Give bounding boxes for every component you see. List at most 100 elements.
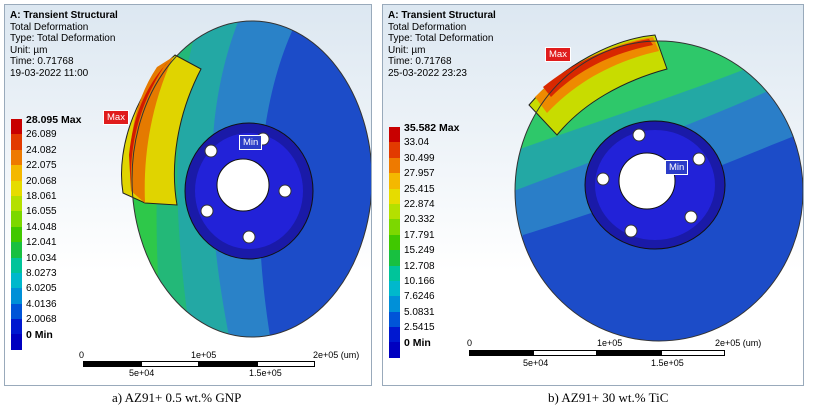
info-line: Type: Total Deformation <box>10 33 116 44</box>
contour-band <box>129 57 173 203</box>
legend-swatch <box>389 142 400 158</box>
scale-bar: 0 1e+05 2e+05 (um) 5e+04 1.5e+05 <box>467 338 767 370</box>
scale-label: 1e+05 <box>191 350 217 360</box>
bolt-hole <box>692 152 706 166</box>
legend-swatch <box>11 211 22 227</box>
legend-label: 20.068 <box>26 175 57 187</box>
legend-label: 15.249 <box>404 245 435 257</box>
legend-swatch <box>11 165 22 181</box>
legend-swatch <box>389 157 400 174</box>
analysis-title: A: Transient Structural <box>388 10 496 21</box>
legend-swatch <box>11 134 22 150</box>
legend-swatch <box>11 119 22 135</box>
legend-swatch <box>11 180 22 196</box>
legend-label: 27.957 <box>404 168 435 180</box>
bolt-hole <box>278 184 292 198</box>
legend-label: 33.04 <box>404 137 430 149</box>
legend-swatch <box>11 242 22 258</box>
bolt-hole <box>204 144 218 158</box>
legend-label: 12.708 <box>404 260 435 272</box>
legend-label: 26.089 <box>26 129 57 141</box>
legend-label: 8.0273 <box>26 267 57 279</box>
scale-label: 1.5e+05 <box>651 358 684 368</box>
brake-disc-plot-a <box>121 20 371 338</box>
legend-swatch <box>389 265 400 281</box>
legend-label: 10.034 <box>26 252 57 264</box>
info-line: 25-03-2022 23:23 <box>388 67 467 79</box>
legend-swatch <box>389 219 400 235</box>
min-probe-label[interactable]: Min <box>665 160 689 175</box>
legend-swatch <box>389 188 400 204</box>
max-probe-label[interactable]: Max <box>103 110 129 125</box>
legend-label: 7.6246 <box>404 291 435 303</box>
legend-label: 0 Min <box>404 337 431 350</box>
legend-swatch <box>11 195 22 212</box>
max-probe-label[interactable]: Max <box>545 47 571 62</box>
viewport-panel-b[interactable]: A: Transient Structural Total Deformatio… <box>382 4 804 386</box>
legend-swatch <box>11 288 22 304</box>
contour-band <box>129 59 171 191</box>
legend-swatch <box>11 319 22 335</box>
scale-segment <box>533 350 597 356</box>
legend-swatch <box>389 296 400 312</box>
legend-swatch <box>11 257 22 273</box>
legend-swatch <box>389 173 400 189</box>
scale-segment <box>141 361 199 367</box>
legend-swatch <box>389 127 400 143</box>
legend-label: 4.0136 <box>26 298 57 310</box>
legend-label: 16.055 <box>26 206 57 218</box>
legend-swatch <box>389 311 400 328</box>
legend-label: 25.415 <box>404 183 435 195</box>
bolt-hole <box>242 230 256 244</box>
min-probe-label[interactable]: Min <box>239 135 263 150</box>
legend-label: 22.075 <box>26 160 57 172</box>
bolt-hole <box>684 210 698 224</box>
info-line: Total Deformation <box>10 21 89 33</box>
legend-label: 6.0205 <box>26 283 57 295</box>
legend-swatch <box>389 342 400 358</box>
scale-segment <box>597 350 661 356</box>
contour-band <box>543 39 653 97</box>
scale-segment <box>257 361 315 367</box>
info-line: Type: Total Deformation <box>388 33 494 44</box>
scale-segment <box>469 350 533 356</box>
bolt-hole <box>596 172 610 186</box>
disc-outline <box>514 40 803 342</box>
legend-swatch <box>11 149 22 166</box>
scale-bar: 0 1e+05 2e+05 (um) 5e+04 1.5e+05 <box>79 350 359 378</box>
legend-label: 5.0831 <box>404 306 435 318</box>
info-line: Time: 0.71768 <box>388 56 452 67</box>
info-block: A: Transient Structural Total Deformatio… <box>388 10 496 79</box>
scale-label: 1e+05 <box>597 338 623 348</box>
scale-label: 1.5e+05 <box>249 368 282 378</box>
caption-a: a) AZ91+ 0.5 wt.% GNP <box>112 390 242 405</box>
legend-swatch <box>389 327 400 343</box>
analysis-title: A: Transient Structural <box>10 10 118 21</box>
scale-label: 2e+05 (um) <box>313 350 360 360</box>
info-block: A: Transient Structural Total Deformatio… <box>10 10 118 79</box>
center-bore <box>216 158 270 212</box>
scale-label: 5e+04 <box>523 358 549 368</box>
brake-disc-plot-b <box>514 34 803 342</box>
info-line: 19-03-2022 11:00 <box>10 67 89 79</box>
bolt-hole <box>200 204 214 218</box>
legend-swatch <box>389 203 400 220</box>
info-line: Time: 0.71768 <box>10 56 74 67</box>
legend-swatch <box>389 250 400 266</box>
legend-label: 30.499 <box>404 152 435 164</box>
legend-label: 28.095 Max <box>26 114 82 126</box>
legend-label: 20.332 <box>404 214 435 226</box>
scale-segment <box>83 361 141 367</box>
legend-label: 17.791 <box>404 229 435 241</box>
center-bore <box>618 152 676 210</box>
viewport-panel-a[interactable]: A: Transient Structural Total Deformatio… <box>4 4 372 386</box>
caption-b: b) AZ91+ 30 wt.% TiC <box>548 390 669 405</box>
legend-swatch <box>11 226 22 243</box>
scale-label: 0 <box>467 338 473 348</box>
bolt-hole <box>632 128 646 142</box>
info-line: Unit: µm <box>388 44 426 56</box>
legend-label: 10.166 <box>404 275 435 287</box>
scale-label: 5e+04 <box>129 368 155 378</box>
info-line: Total Deformation <box>388 21 467 33</box>
legend-swatch <box>11 303 22 320</box>
